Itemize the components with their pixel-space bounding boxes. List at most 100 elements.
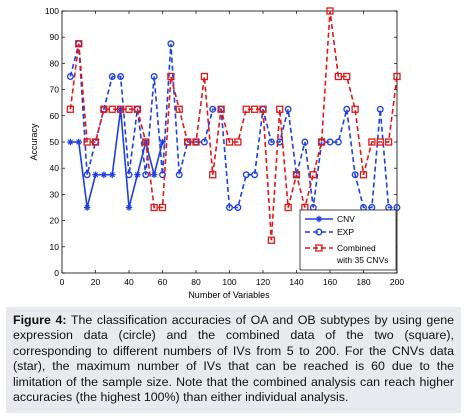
accuracy-line-chart: 0 20 40 60 80 100 120 140 160 180 200 0 10 20 30 40 50 60… [29, 6, 405, 300]
data-point-exp [117, 73, 125, 80]
legend-marker-exp [315, 228, 323, 236]
data-point-combined [167, 72, 175, 81]
legend-label-cnv: CNV [337, 214, 355, 224]
x-tick-label: 180 [356, 277, 370, 287]
data-point-combined [242, 105, 250, 113]
data-point-cnv [83, 204, 91, 211]
axes: 0 20 40 60 80 100 120 140 160 180 200 0 10 20 30 40 50 60… [45, 6, 405, 287]
data-point-exp [334, 138, 342, 146]
y-axis-label: Accuracy [29, 123, 39, 161]
data-point-combined [359, 171, 368, 179]
data-point-combined [376, 138, 384, 146]
data-point-exp [66, 73, 74, 80]
legend-box [299, 209, 397, 271]
data-point-exp [159, 171, 166, 179]
x-axis-label: Number of Variables [188, 290, 270, 300]
data-point-exp [251, 171, 259, 179]
star-stroke [159, 139, 166, 145]
data-point-combined [267, 236, 276, 244]
star-stroke [76, 139, 82, 145]
star-stroke [316, 216, 322, 222]
legend: CNV EXP Combined with 35 CNVs [299, 209, 397, 271]
data-point-combined [150, 203, 158, 212]
data-point-combined [108, 105, 116, 113]
y-tick-label: 0 [54, 268, 59, 278]
data-point-exp [167, 40, 175, 48]
x-tick-label: 120 [256, 277, 270, 287]
caption-text: The classification accuracies of OA and … [13, 313, 454, 405]
data-point-combined [292, 171, 301, 179]
data-point-combined [393, 72, 401, 81]
data-point-combined [368, 138, 376, 146]
data-point-cnv [109, 171, 116, 178]
data-point-exp [108, 73, 116, 80]
legend-label-exp: EXP [337, 227, 354, 237]
y-tick-label: 30 [50, 189, 60, 199]
x-tick-label: 40 [124, 277, 134, 287]
y-tick-label: 20 [50, 216, 60, 226]
data-point-exp [343, 105, 351, 113]
x-tick-label: 80 [191, 277, 201, 287]
data-point-exp [175, 171, 183, 179]
y-tick-label: 10 [50, 242, 60, 252]
legend-marker-combined [315, 244, 323, 252]
x-tick-label: 140 [289, 277, 303, 287]
data-point-combined [343, 72, 351, 81]
x-tick-label: 0 [60, 277, 65, 287]
data-point-cnv [134, 171, 141, 178]
legend-marker-cnv [315, 215, 323, 223]
x-tick-label: 160 [323, 277, 337, 287]
data-point-exp [301, 138, 309, 146]
star-stroke [92, 172, 99, 178]
star-stroke [101, 172, 107, 178]
legend-label-combined-sub: with 35 CNVs [336, 255, 389, 265]
data-point-exp [267, 138, 275, 146]
caption-label: Figure 4: [13, 313, 67, 327]
series-line-exp [69, 43, 397, 209]
data-point-exp [234, 204, 242, 211]
y-tick-label: 40 [50, 163, 60, 173]
star-stroke [151, 172, 157, 178]
x-tick-label: 200 [390, 277, 404, 287]
y-tick-label: 80 [50, 58, 60, 68]
data-point-cnv [75, 138, 82, 146]
data-point-exp [150, 73, 158, 80]
data-point-exp [351, 171, 359, 179]
data-point-combined [234, 138, 242, 146]
star-stroke [126, 204, 132, 211]
data-point-combined [100, 105, 108, 113]
data-point-combined [75, 40, 83, 48]
x-tick-label: 60 [158, 277, 168, 287]
data-point-exp [284, 105, 292, 113]
data-point-combined [175, 105, 183, 113]
y-tick-label: 70 [50, 85, 60, 95]
x-tick-label: 20 [91, 277, 101, 287]
star-stroke [67, 139, 74, 145]
y-tick-label: 100 [45, 6, 59, 16]
data-point-combined [133, 105, 142, 113]
data-point-combined [125, 105, 133, 113]
data-point-combined [326, 7, 334, 15]
data-point-combined [142, 138, 150, 146]
data-point-cnv [67, 138, 74, 146]
data-point-exp [142, 171, 150, 179]
data-point-combined [66, 105, 75, 113]
data-point-combined [276, 105, 284, 113]
star-stroke [117, 106, 124, 112]
data-point-combined [116, 105, 125, 113]
data-point-combined [317, 138, 326, 146]
data-point-exp [83, 171, 91, 179]
data-point-exp [209, 105, 217, 113]
data-point-exp [226, 204, 233, 211]
y-tick-label: 50 [50, 137, 60, 147]
x-tick-label: 100 [222, 277, 236, 287]
data-point-combined [200, 72, 209, 81]
data-point-combined [225, 138, 234, 146]
data-point-combined [284, 203, 292, 212]
data-point-combined [384, 138, 393, 146]
data-point-exp [242, 171, 250, 179]
chart-figure: 0 20 40 60 80 100 120 140 160 180 200 0 10 20 30 40 50 60… [29, 6, 405, 300]
data-point-cnv [125, 204, 133, 211]
data-point-cnv [150, 171, 158, 178]
data-point-combined [309, 171, 317, 179]
